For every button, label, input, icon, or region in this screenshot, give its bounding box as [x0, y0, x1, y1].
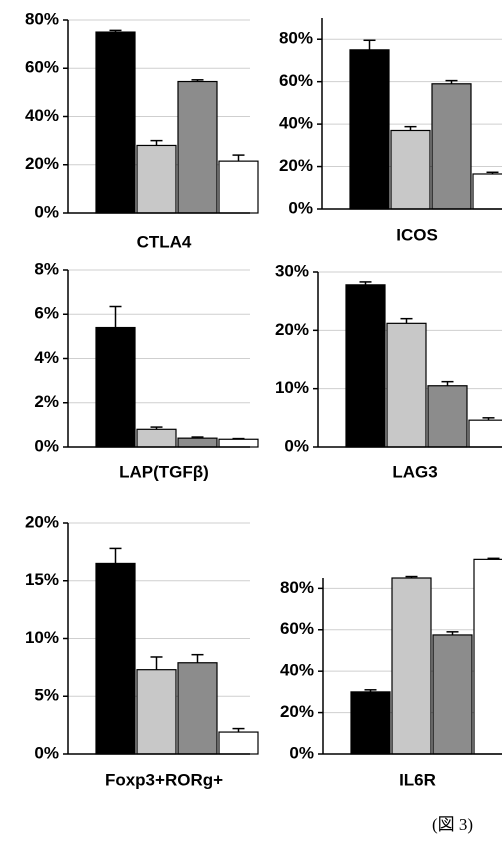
panel-title: Foxp3+RORg+: [105, 770, 223, 789]
y-tick-label: 20%: [275, 320, 309, 339]
bar: [349, 49, 390, 210]
y-tick-label: 80%: [279, 29, 313, 48]
bar: [136, 669, 177, 755]
bar: [468, 419, 502, 448]
y-tick-label: 60%: [279, 71, 313, 90]
y-tick-label: 0%: [289, 743, 314, 762]
y-tick-label: 40%: [279, 114, 313, 133]
panel-title: LAP(TGFβ): [119, 462, 209, 481]
y-tick-label: 10%: [275, 378, 309, 397]
y-tick-label: 2%: [34, 392, 59, 411]
bar: [136, 428, 177, 448]
y-tick-label: 4%: [34, 348, 59, 367]
bar: [427, 385, 468, 448]
y-tick-label: 10%: [25, 628, 59, 647]
y-tick-label: 20%: [25, 512, 59, 531]
bar: [390, 129, 431, 210]
bar: [95, 562, 136, 755]
panel-title: IL6R: [399, 770, 436, 789]
y-tick-label: 15%: [25, 570, 59, 589]
bar: [473, 558, 502, 755]
y-tick-label: 6%: [34, 304, 59, 323]
panel-title: CTLA4: [137, 232, 192, 251]
bar: [386, 322, 427, 448]
y-tick-label: 40%: [25, 106, 59, 125]
y-tick-label: 8%: [34, 259, 59, 278]
y-tick-label: 40%: [280, 661, 314, 680]
bar: [136, 144, 177, 214]
bar: [177, 437, 218, 448]
y-tick-label: 60%: [280, 619, 314, 638]
y-tick-label: 0%: [34, 743, 59, 762]
y-tick-label: 80%: [25, 9, 59, 28]
y-tick-label: 0%: [34, 202, 59, 221]
bar: [218, 160, 259, 214]
bar: [218, 731, 259, 755]
y-tick-label: 80%: [280, 578, 314, 597]
bar: [177, 80, 218, 214]
y-tick-label: 20%: [279, 156, 313, 175]
bar: [95, 326, 136, 448]
caption: (図 3): [432, 815, 473, 834]
y-tick-label: 0%: [284, 436, 309, 455]
panel-title: LAG3: [392, 462, 437, 481]
bar: [350, 691, 391, 755]
y-tick-label: 5%: [34, 686, 59, 705]
bar: [391, 577, 432, 755]
bar: [345, 284, 386, 448]
bar: [431, 83, 472, 210]
y-tick-label: 20%: [280, 702, 314, 721]
bar: [95, 31, 136, 214]
bar: [218, 438, 259, 448]
y-tick-label: 0%: [288, 198, 313, 217]
y-tick-label: 60%: [25, 58, 59, 77]
bar: [177, 662, 218, 755]
y-tick-label: 0%: [34, 436, 59, 455]
y-tick-label: 30%: [275, 261, 309, 280]
bar: [432, 634, 473, 755]
panel-title: ICOS: [396, 225, 438, 244]
bar: [472, 173, 502, 210]
y-tick-label: 20%: [25, 154, 59, 173]
